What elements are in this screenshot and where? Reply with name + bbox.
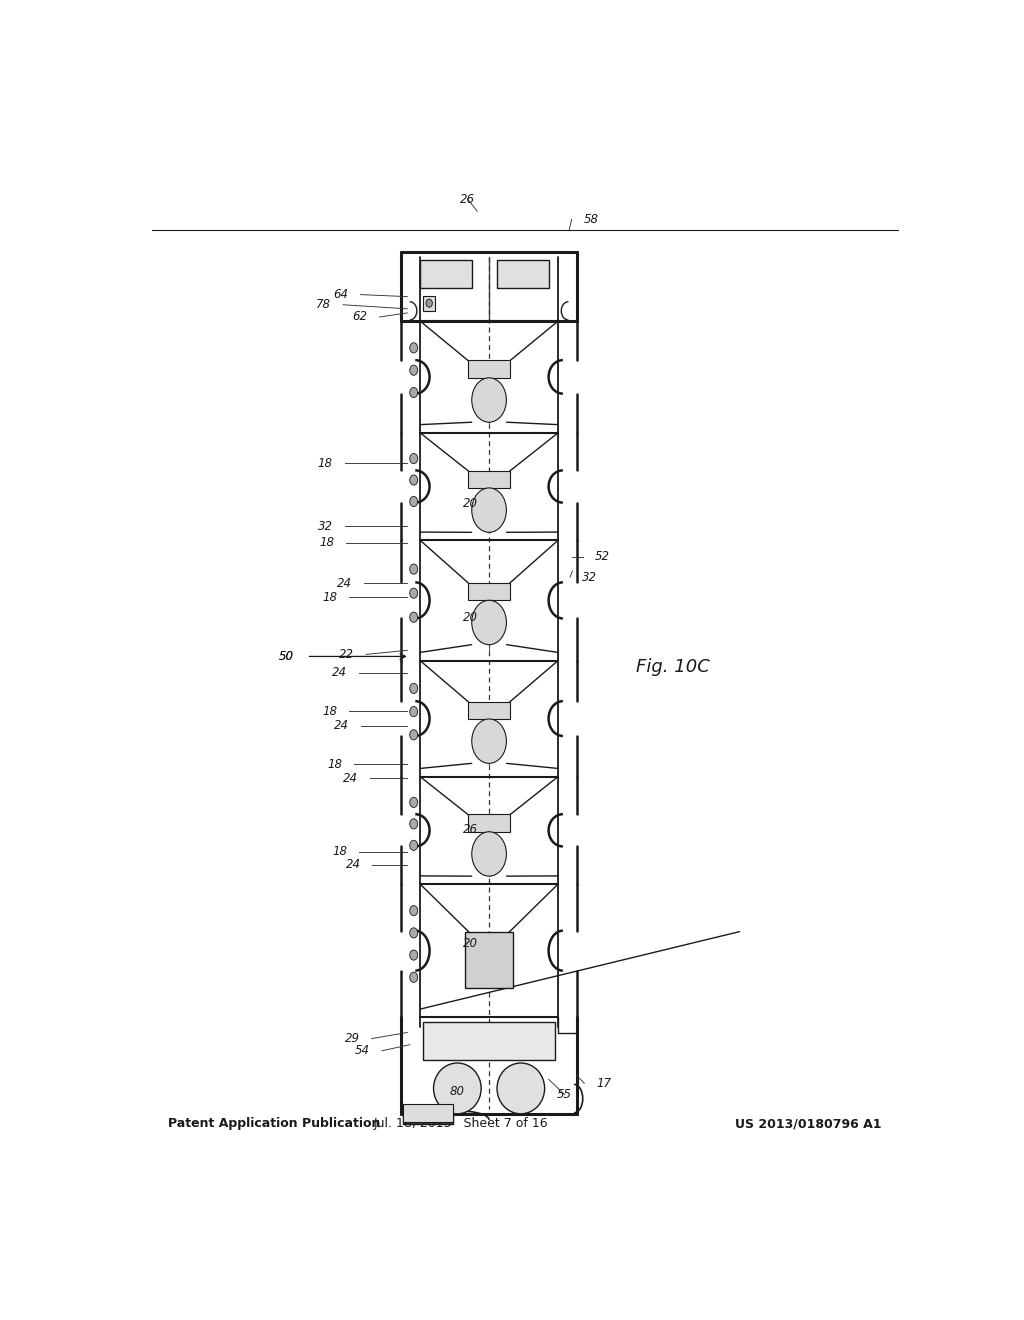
Text: 24: 24	[343, 772, 358, 785]
Text: 20: 20	[463, 937, 478, 949]
Text: 20: 20	[463, 498, 478, 511]
Text: Jul. 18, 2013   Sheet 7 of 16: Jul. 18, 2013 Sheet 7 of 16	[374, 1118, 549, 1130]
Circle shape	[410, 730, 418, 741]
Bar	[468, 470, 510, 488]
Circle shape	[410, 343, 418, 352]
Text: 24: 24	[345, 858, 360, 871]
Circle shape	[426, 300, 432, 308]
Ellipse shape	[433, 1063, 481, 1114]
Text: 17: 17	[596, 1077, 611, 1090]
Text: Fig. 10C: Fig. 10C	[636, 657, 710, 676]
Circle shape	[410, 589, 418, 598]
Text: 26: 26	[460, 193, 475, 206]
Text: 50: 50	[280, 649, 294, 663]
Text: 62: 62	[352, 310, 368, 323]
Circle shape	[472, 488, 507, 532]
Circle shape	[410, 928, 418, 939]
Bar	[402, 1104, 454, 1122]
Text: 24: 24	[334, 719, 348, 733]
Circle shape	[410, 454, 418, 463]
Text: 18: 18	[317, 457, 333, 470]
Bar	[465, 932, 513, 987]
Text: 54: 54	[355, 1044, 370, 1057]
Ellipse shape	[497, 1063, 545, 1114]
Text: 78: 78	[316, 298, 331, 312]
Circle shape	[472, 832, 507, 876]
Circle shape	[410, 684, 418, 693]
Circle shape	[410, 475, 418, 486]
Circle shape	[410, 950, 418, 960]
Text: 64: 64	[334, 288, 348, 301]
Text: 20: 20	[463, 611, 478, 624]
Bar	[497, 260, 549, 289]
Bar	[420, 260, 472, 289]
Bar	[468, 583, 510, 601]
Text: 18: 18	[323, 591, 338, 605]
Text: 22: 22	[339, 648, 354, 661]
Text: 24: 24	[337, 577, 352, 590]
Bar	[468, 360, 510, 378]
Circle shape	[410, 818, 418, 829]
Circle shape	[410, 366, 418, 375]
Circle shape	[410, 388, 418, 397]
Circle shape	[410, 612, 418, 622]
Text: 32: 32	[317, 520, 333, 533]
Circle shape	[410, 564, 418, 574]
Circle shape	[410, 706, 418, 717]
Circle shape	[410, 496, 418, 507]
Text: 18: 18	[323, 705, 338, 718]
Text: 55: 55	[557, 1088, 572, 1101]
Text: 50: 50	[280, 649, 294, 663]
Circle shape	[410, 841, 418, 850]
Text: US 2013/0180796 A1: US 2013/0180796 A1	[735, 1118, 882, 1130]
Bar	[423, 1022, 555, 1060]
Circle shape	[410, 797, 418, 808]
Text: 18: 18	[332, 845, 347, 858]
Text: 26: 26	[463, 822, 478, 836]
Text: 29: 29	[345, 1032, 359, 1045]
Text: Patent Application Publication: Patent Application Publication	[168, 1118, 380, 1130]
Text: 24: 24	[332, 667, 347, 680]
Text: 58: 58	[584, 213, 598, 226]
Circle shape	[410, 906, 418, 916]
Bar	[423, 296, 435, 312]
Circle shape	[472, 601, 507, 644]
Text: 18: 18	[328, 758, 342, 771]
Bar	[468, 702, 510, 719]
Circle shape	[410, 973, 418, 982]
Circle shape	[472, 378, 507, 422]
Text: 80: 80	[450, 1085, 465, 1098]
Bar	[468, 814, 510, 832]
Text: 18: 18	[319, 536, 334, 549]
Text: 32: 32	[582, 570, 597, 583]
Text: 52: 52	[595, 550, 609, 564]
Circle shape	[472, 719, 507, 763]
